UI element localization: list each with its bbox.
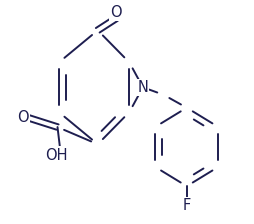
Text: N: N [137, 80, 148, 95]
Text: O: O [110, 4, 122, 19]
Text: O: O [18, 110, 29, 125]
Text: F: F [183, 198, 191, 213]
Text: OH: OH [45, 148, 68, 162]
